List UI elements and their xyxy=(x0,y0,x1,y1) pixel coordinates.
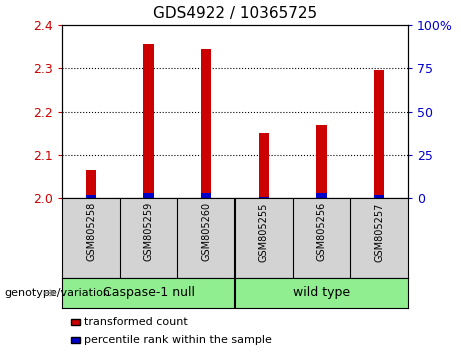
Bar xyxy=(86,195,96,198)
Title: GDS4922 / 10365725: GDS4922 / 10365725 xyxy=(153,6,317,21)
Bar xyxy=(143,44,154,198)
Bar xyxy=(86,170,96,198)
Text: percentile rank within the sample: percentile rank within the sample xyxy=(84,335,272,345)
Text: GSM805258: GSM805258 xyxy=(86,202,96,262)
Text: wild type: wild type xyxy=(293,286,350,299)
Text: GSM805255: GSM805255 xyxy=(259,202,269,262)
Bar xyxy=(259,196,269,198)
Text: genotype/variation: genotype/variation xyxy=(5,288,111,298)
Bar xyxy=(316,193,327,198)
Text: GSM805260: GSM805260 xyxy=(201,202,211,261)
Bar xyxy=(316,125,327,198)
Text: transformed count: transformed count xyxy=(84,317,188,327)
Text: GSM805257: GSM805257 xyxy=(374,202,384,262)
Bar xyxy=(374,195,384,198)
Bar xyxy=(201,48,212,198)
Text: GSM805256: GSM805256 xyxy=(317,202,326,262)
Bar xyxy=(259,133,269,198)
Text: GSM805259: GSM805259 xyxy=(144,202,154,262)
Text: Caspase-1 null: Caspase-1 null xyxy=(103,286,195,299)
Bar xyxy=(374,70,384,198)
Bar xyxy=(143,193,154,198)
Bar xyxy=(201,193,212,198)
